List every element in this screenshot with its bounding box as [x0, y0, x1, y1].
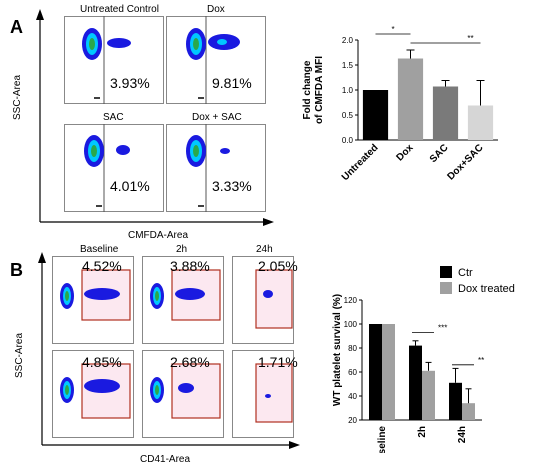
bar: [432, 86, 459, 140]
bar: [369, 324, 382, 420]
panel-a-x-axis-label: CMFDA-Area: [128, 230, 189, 241]
y-tick-label: 60: [348, 368, 357, 377]
y-tick-label: 0.0: [342, 136, 354, 145]
panel-b-y-axis-label: SSC-Area: [14, 332, 25, 378]
y-tick-label: 0.5: [342, 111, 354, 120]
y-tick-label: 100: [344, 320, 358, 329]
flow-title-24h: 24h: [256, 244, 273, 255]
flow-title-2h: 2h: [176, 244, 188, 255]
flow-pct-24h-2: 1.71%: [258, 354, 298, 370]
flow-pct-baseline-2: 4.85%: [82, 354, 122, 370]
ylabel: WT platelet survival (%): [332, 294, 343, 406]
panel-b-x-axis-label: CD41-Area: [140, 454, 191, 465]
bar: [422, 370, 435, 420]
y-tick-label: 1.5: [342, 61, 354, 70]
flow-title-untreated: Untreated Control: [80, 4, 159, 15]
y-tick-label: 40: [348, 392, 357, 401]
significance-label: **: [467, 34, 473, 43]
flow-title-sac: SAC: [103, 112, 124, 123]
significance-label: **: [478, 356, 484, 365]
significance-label: ***: [438, 323, 447, 332]
flow-pct-sac: 4.01%: [110, 178, 150, 194]
y-tick-label: 2.0: [342, 36, 354, 45]
chart-platelet-survival: WT platelet survival (%) 20 40 60 80 100 120 Ba…: [332, 266, 515, 453]
category-label: 24h: [457, 426, 468, 443]
flow-plot-2h-2: [142, 350, 224, 438]
flow-plot-24h-2: [232, 350, 294, 438]
flow-pct-2h-2: 2.68%: [170, 354, 210, 370]
panel-b-label: B: [10, 260, 23, 280]
flow-title-dox-sac: Dox + SAC: [192, 112, 242, 123]
flow-pct-24h-1: 2.05%: [258, 258, 298, 274]
ylabel-line: of CMFDA MFI: [314, 56, 325, 124]
y-tick-label: 20: [348, 416, 357, 425]
y-tick-label: 120: [344, 296, 358, 305]
bar: [467, 105, 494, 140]
legend-swatch: [440, 282, 452, 294]
flow-pct-untreated: 3.93%: [110, 75, 150, 91]
flow-plot-baseline-1: [52, 256, 134, 344]
flow-pct-dox-sac: 3.33%: [212, 178, 252, 194]
y-tick-label: 80: [348, 344, 357, 353]
category-label: Baseline: [377, 426, 388, 453]
flow-plot-sac: [64, 124, 164, 212]
flow-plot-dox: [166, 16, 266, 104]
bar: [397, 58, 424, 140]
category-label: 2h: [417, 426, 428, 438]
significance-label: *: [391, 25, 394, 34]
bar: [409, 345, 422, 420]
flow-plot-baseline-2: [52, 350, 134, 438]
ylabel-line: Fold change: [302, 60, 313, 119]
flow-title-dox: Dox: [207, 4, 225, 15]
flow-pct-2h-1: 3.88%: [170, 258, 210, 274]
flow-pct-dox: 9.81%: [212, 75, 252, 91]
legend-label: Dox treated: [458, 283, 515, 295]
flow-plot-dox-sac: [166, 124, 266, 212]
y-tick-label: 1.0: [342, 86, 354, 95]
panel-a-label: A: [10, 17, 23, 37]
flow-pct-baseline-1: 4.52%: [82, 258, 122, 274]
bar: [362, 90, 389, 140]
flow-plot-untreated: [64, 16, 164, 104]
flow-plot-24h-1: [232, 256, 294, 344]
legend-swatch: [440, 266, 452, 278]
bar: [462, 403, 475, 420]
flow-plot-2h-1: [142, 256, 224, 344]
legend-label: Ctr: [458, 267, 473, 279]
chart-cmfda-mfi: Fold change of CMFDA MFI0.00.51.01.52.0Un…: [302, 25, 498, 183]
bar: [449, 382, 462, 420]
bar: [382, 324, 395, 420]
flow-title-baseline: Baseline: [80, 244, 119, 255]
